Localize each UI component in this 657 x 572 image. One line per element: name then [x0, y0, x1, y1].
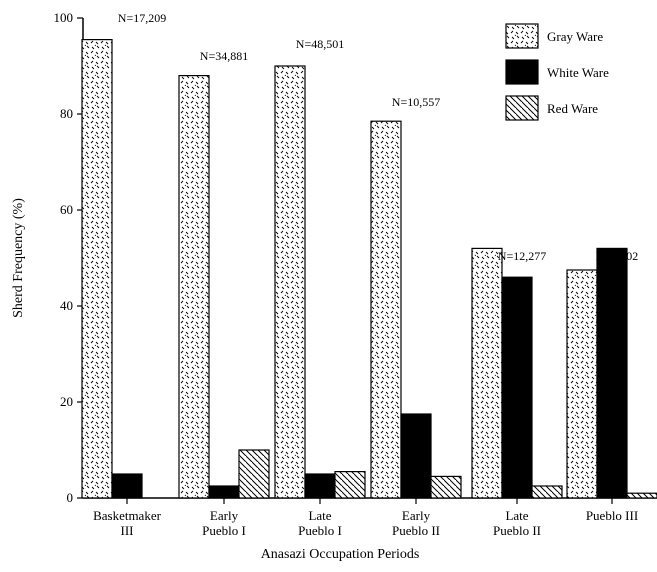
n-annotation: N=48,501: [296, 37, 344, 51]
y-tick-label: 60: [60, 202, 73, 217]
bar-white-ware: [400, 413, 432, 499]
legend-label-gray-ware: Gray Ware: [547, 29, 603, 44]
x-tick-label: Pueblo II: [493, 523, 541, 538]
x-tick-label: Early: [402, 508, 431, 523]
bar-gray-ware: [178, 74, 210, 499]
y-axis-title: Sherd Frequency (%): [11, 198, 26, 318]
x-tick-label: Pueblo I: [298, 523, 342, 538]
x-tick-label: Basketmaker: [93, 508, 162, 523]
x-tick-label: Pueblo III: [586, 508, 638, 523]
y-tick-label: 100: [54, 10, 74, 25]
n-annotation: N=10,557: [392, 95, 440, 109]
x-axis-title: Anasazi Occupation Periods: [261, 547, 420, 562]
legend-swatch-red-ware: [505, 95, 539, 121]
bars: [81, 38, 657, 499]
bar-red-ware: [238, 449, 270, 499]
n-annotation: N=17,209: [118, 11, 166, 25]
bar-white-ware: [111, 473, 143, 499]
legend-label-red-ware: Red Ware: [547, 101, 598, 116]
x-tick-label: III: [121, 523, 134, 538]
legend: Gray Ware White Ware Red Ware: [505, 23, 609, 121]
bar-gray-ware: [471, 247, 503, 499]
x-tick-label: Late: [308, 508, 331, 523]
y-tick-label: 40: [60, 298, 73, 313]
x-tick-label: Late: [505, 508, 528, 523]
n-annotation: N=12,277: [498, 249, 546, 263]
bar-red-ware: [531, 485, 563, 499]
x-tick-label: Pueblo II: [392, 523, 440, 538]
bar-white-ware: [596, 247, 628, 499]
legend-swatch-gray-ware: [505, 23, 539, 49]
bar-gray-ware: [566, 269, 598, 499]
bar-gray-ware: [81, 38, 113, 499]
x-tick-label: Pueblo I: [202, 523, 246, 538]
bar-red-ware: [430, 475, 462, 499]
bar-red-ware: [626, 492, 657, 499]
y-tick-label: 20: [60, 394, 73, 409]
bar-gray-ware: [274, 65, 306, 499]
bar-red-ware: [334, 471, 366, 499]
y-tick-label: 80: [60, 106, 73, 121]
bar-gray-ware: [370, 120, 402, 499]
bar-white-ware: [304, 473, 336, 499]
legend-swatch-white-ware: [505, 59, 539, 85]
bar-white-ware: [501, 276, 533, 499]
n-annotation: N=7,102: [596, 249, 638, 263]
n-annotation: N=34,881: [200, 49, 248, 63]
x-tick-label: Early: [210, 508, 239, 523]
y-tick-label: 0: [67, 490, 74, 505]
legend-label-white-ware: White Ware: [547, 65, 609, 80]
bar-white-ware: [208, 485, 240, 499]
